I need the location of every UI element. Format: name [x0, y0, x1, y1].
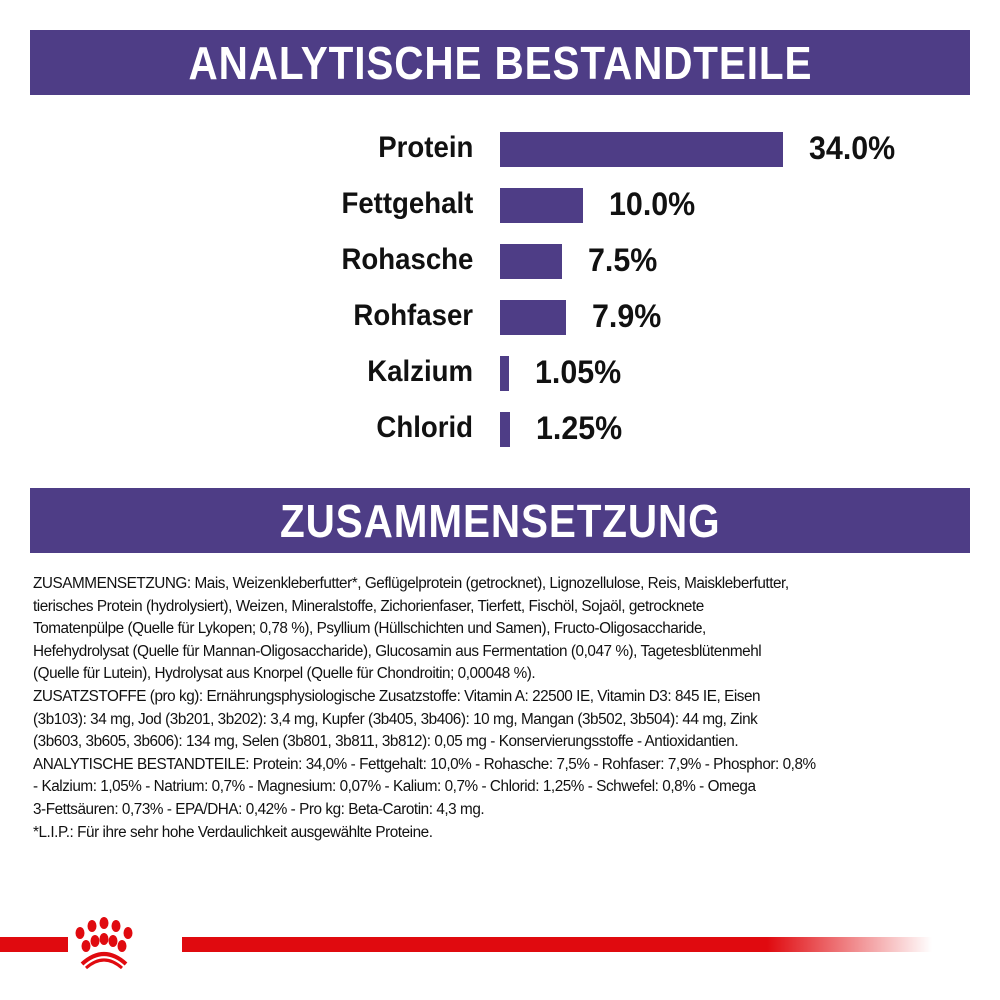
composition-title: ZUSAMMENSETZUNG	[279, 494, 721, 547]
composition-text: ZUSAMMENSETZUNG: Mais, Weizenkleberfutte…	[33, 573, 983, 844]
brand-line-right	[182, 937, 932, 952]
analytics-header: ANALYTISCHE BESTANDTEILE	[30, 30, 970, 95]
category-label: Protein	[377, 131, 473, 164]
value-label: 10.0%	[609, 186, 696, 222]
bar-rohfaser	[500, 300, 566, 335]
composition-line: 3-Fettsäuren: 0,73% - EPA/DHA: 0,42% - P…	[33, 800, 485, 818]
value-label: 1.25%	[536, 410, 623, 446]
value-label: 1.05%	[535, 354, 622, 390]
value-label: 34.0%	[809, 130, 896, 166]
composition-line: tierisches Protein (hydrolysiert), Weize…	[33, 597, 704, 615]
category-label: Kalzium	[367, 355, 473, 388]
value-label: 7.9%	[591, 298, 662, 334]
composition-line: ANALYTISCHE BESTANDTEILE: Protein: 34,0%…	[33, 755, 816, 773]
composition-header: ZUSAMMENSETZUNG	[30, 488, 970, 553]
bar-chlorid	[500, 412, 511, 447]
composition-line: - Kalzium: 1,05% - Natrium: 0,7% - Magne…	[33, 778, 756, 796]
bar-rohasche	[500, 244, 563, 279]
composition-line: *L.I.P.: Für ihre sehr hohe Verdaulichke…	[33, 823, 433, 841]
composition-line: Hefehydrolysat (Quelle für Mannan-Oligos…	[33, 642, 762, 660]
analytics-title: ANALYTISCHE BESTANDTEILE	[188, 36, 812, 89]
crown-icon	[75, 917, 133, 970]
category-label: Rohfaser	[353, 299, 473, 332]
category-label: Fettgehalt	[341, 187, 473, 220]
composition-line: (3b103): 34 mg, Jod (3b201, 3b202): 3,4 …	[33, 710, 758, 728]
bar-fettgehalt	[500, 188, 584, 223]
composition-line: ZUSAMMENSETZUNG: Mais, Weizenkleberfutte…	[33, 575, 789, 592]
composition-line: ZUSATZSTOFFE (pro kg): Ernährungsphysiol…	[33, 687, 761, 705]
composition-line: (3b603, 3b605, 3b606): 134 mg, Selen (3b…	[33, 733, 739, 751]
bar-kalzium	[500, 356, 509, 391]
composition-line: Tomatenpülpe (Quelle für Lykopen; 0,78 %…	[33, 620, 706, 638]
bar-protein	[500, 132, 783, 167]
value-label: 7.5%	[588, 242, 658, 278]
category-label: Rohasche	[341, 243, 473, 276]
nutrient-bar-chart: Protein 34.0% Fettgehalt 10.0% Rohasche 7.5% R…	[0, 110, 1000, 460]
category-label: Chlorid	[376, 411, 473, 444]
composition-line: (Quelle für Lutein), Hydrolysat aus Knor…	[33, 665, 536, 683]
brand-line-left	[0, 937, 68, 952]
